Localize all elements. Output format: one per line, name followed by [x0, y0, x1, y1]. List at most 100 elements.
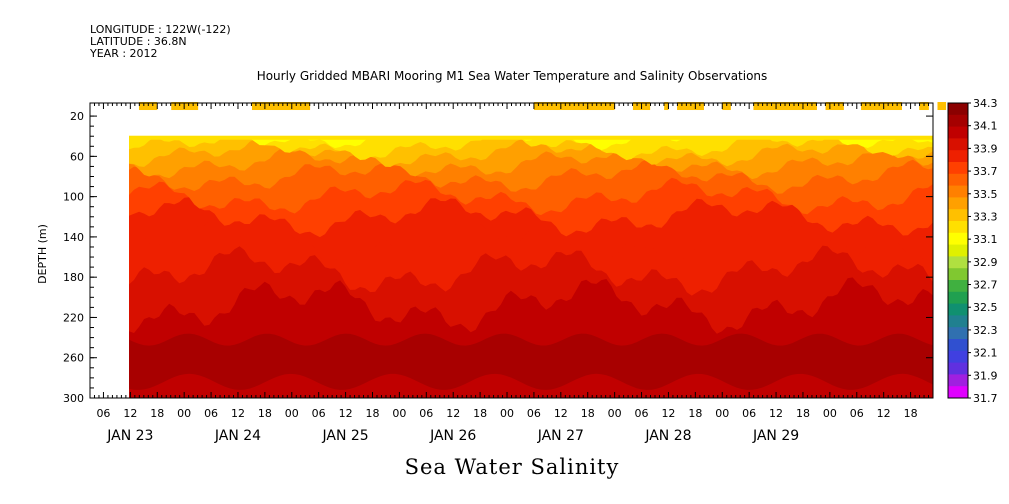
- colorbar-swatch: [948, 103, 968, 116]
- surface-segment: [861, 102, 902, 111]
- colorbar-swatch: [948, 209, 968, 222]
- colorbar-swatch: [948, 232, 968, 246]
- surface-segment: [825, 102, 844, 111]
- x-hour-label: 18: [796, 407, 810, 420]
- x-day-label: JAN 29: [752, 428, 799, 444]
- x-hour-label: 12: [339, 407, 353, 420]
- x-hour-label: 18: [904, 407, 918, 420]
- colorbar-label: 33.9: [973, 142, 998, 155]
- x-hour-label: 06: [96, 407, 110, 420]
- x-day-label: JAN 23: [106, 428, 153, 444]
- bottom-label: Sea Water Salinity: [404, 455, 620, 479]
- x-hour-label: 06: [527, 407, 541, 420]
- colorbar-label: 32.5: [973, 301, 998, 314]
- x-hour-label: 00: [500, 407, 514, 420]
- x-hour-label: 06: [204, 407, 218, 420]
- surface-segment: [171, 102, 199, 111]
- colorbar-label: 31.9: [973, 369, 998, 382]
- colorbar-swatch: [948, 327, 968, 340]
- y-tick-label: 20: [70, 110, 84, 123]
- colorbar-label: 32.9: [973, 256, 998, 269]
- x-hour-label: 18: [150, 407, 164, 420]
- x-hour-label: 00: [392, 407, 406, 420]
- y-tick-label: 220: [63, 311, 84, 324]
- y-tick-label: 260: [63, 352, 84, 365]
- colorbar-swatch: [948, 268, 968, 281]
- surface-segment: [722, 102, 731, 111]
- chart-title: Hourly Gridded MBARI Mooring M1 Sea Wate…: [256, 69, 768, 83]
- x-hour-label: 12: [554, 407, 568, 420]
- x-hour-label: 18: [581, 407, 595, 420]
- year-label: YEAR : 2012: [90, 47, 158, 60]
- surface-segment: [533, 102, 615, 111]
- colorbar-swatch: [948, 280, 968, 293]
- x-hour-label: 18: [365, 407, 379, 420]
- colorbar-swatch: [948, 162, 968, 175]
- colorbar-label: 33.7: [973, 165, 998, 178]
- colorbar-label: 33.5: [973, 188, 998, 201]
- colorbar-label: 33.3: [973, 210, 998, 223]
- colorbar-swatch: [948, 256, 968, 269]
- colorbar-swatch: [948, 386, 968, 399]
- y-tick-label: 140: [63, 231, 84, 244]
- surface-segment: [664, 102, 669, 111]
- colorbar-swatch: [948, 150, 968, 163]
- colorbar-swatch: [948, 291, 968, 305]
- y-tick-label: 300: [63, 392, 84, 405]
- x-hour-label: 06: [419, 407, 433, 420]
- x-hour-label: 12: [231, 407, 245, 420]
- x-axis: 06 12 18 00 06 12 18 00 06 12 18 00 06 12 18 00 06 12 18 00…: [89, 103, 934, 444]
- x-hour-label: 00: [608, 407, 622, 420]
- colorbar-label: 31.7: [973, 392, 998, 405]
- colorbar-swatch: [948, 173, 968, 187]
- x-hour-label: 12: [123, 407, 137, 420]
- colorbar-label: 33.1: [973, 233, 998, 246]
- surface-segment: [937, 102, 947, 111]
- x-hour-label: 18: [473, 407, 487, 420]
- colorbar-swatch: [948, 315, 968, 328]
- surface-segment: [919, 102, 929, 111]
- x-hour-label: 18: [688, 407, 702, 420]
- colorbar-swatch: [948, 138, 968, 151]
- x-hour-label: 00: [177, 407, 191, 420]
- longitude-label: LONGITUDE : 122W(-122): [90, 23, 231, 36]
- colorbar-swatch: [948, 374, 968, 387]
- x-hour-label: 18: [258, 407, 272, 420]
- colorbar-swatch: [948, 339, 968, 352]
- surface-segment: [753, 102, 817, 111]
- y-axis: 20 60 100 140 180 220 260 300: [63, 110, 933, 405]
- x-hour-label: 12: [877, 407, 891, 420]
- colorbar-swatch: [948, 303, 968, 316]
- colorbar-swatch: [948, 126, 968, 139]
- x-day-label: JAN 26: [429, 428, 476, 444]
- x-hour-label: 00: [285, 407, 299, 420]
- y-tick-label: 60: [70, 150, 84, 163]
- x-hour-label: 12: [769, 407, 783, 420]
- colorbar-swatch: [948, 221, 968, 234]
- colorbar-label: 34.1: [973, 120, 998, 133]
- surface-segment: [138, 102, 158, 111]
- x-hour-label: 00: [715, 407, 729, 420]
- colorbar-legend: 34.3 34.1 33.9 33.7 33.5 33.3 33.1 32.9 32.7 32.5…: [947, 97, 998, 405]
- y-tick-label: 100: [63, 191, 84, 204]
- y-axis-label: DEPTH (m): [36, 224, 49, 284]
- colorbar-label: 34.3: [973, 97, 998, 110]
- x-day-label: JAN 24: [214, 428, 261, 444]
- x-day-label: JAN 27: [537, 428, 584, 444]
- x-hour-label: 06: [635, 407, 649, 420]
- x-hour-label: 00: [823, 407, 837, 420]
- colorbar-swatch: [948, 114, 968, 128]
- colorbar-swatch: [948, 197, 968, 210]
- colorbar-swatch: [948, 244, 968, 257]
- colorbar-swatch: [948, 185, 968, 198]
- x-hour-label: 06: [742, 407, 756, 420]
- x-hour-label: 06: [312, 407, 326, 420]
- latitude-label: LATITUDE : 36.8N: [90, 35, 187, 48]
- surface-segment: [677, 102, 704, 111]
- y-tick-label: 180: [63, 271, 84, 284]
- colorbar-label: 32.3: [973, 324, 998, 337]
- colorbar-label: 32.1: [973, 347, 998, 360]
- colorbar-swatch: [948, 362, 968, 375]
- x-hour-label: 12: [661, 407, 675, 420]
